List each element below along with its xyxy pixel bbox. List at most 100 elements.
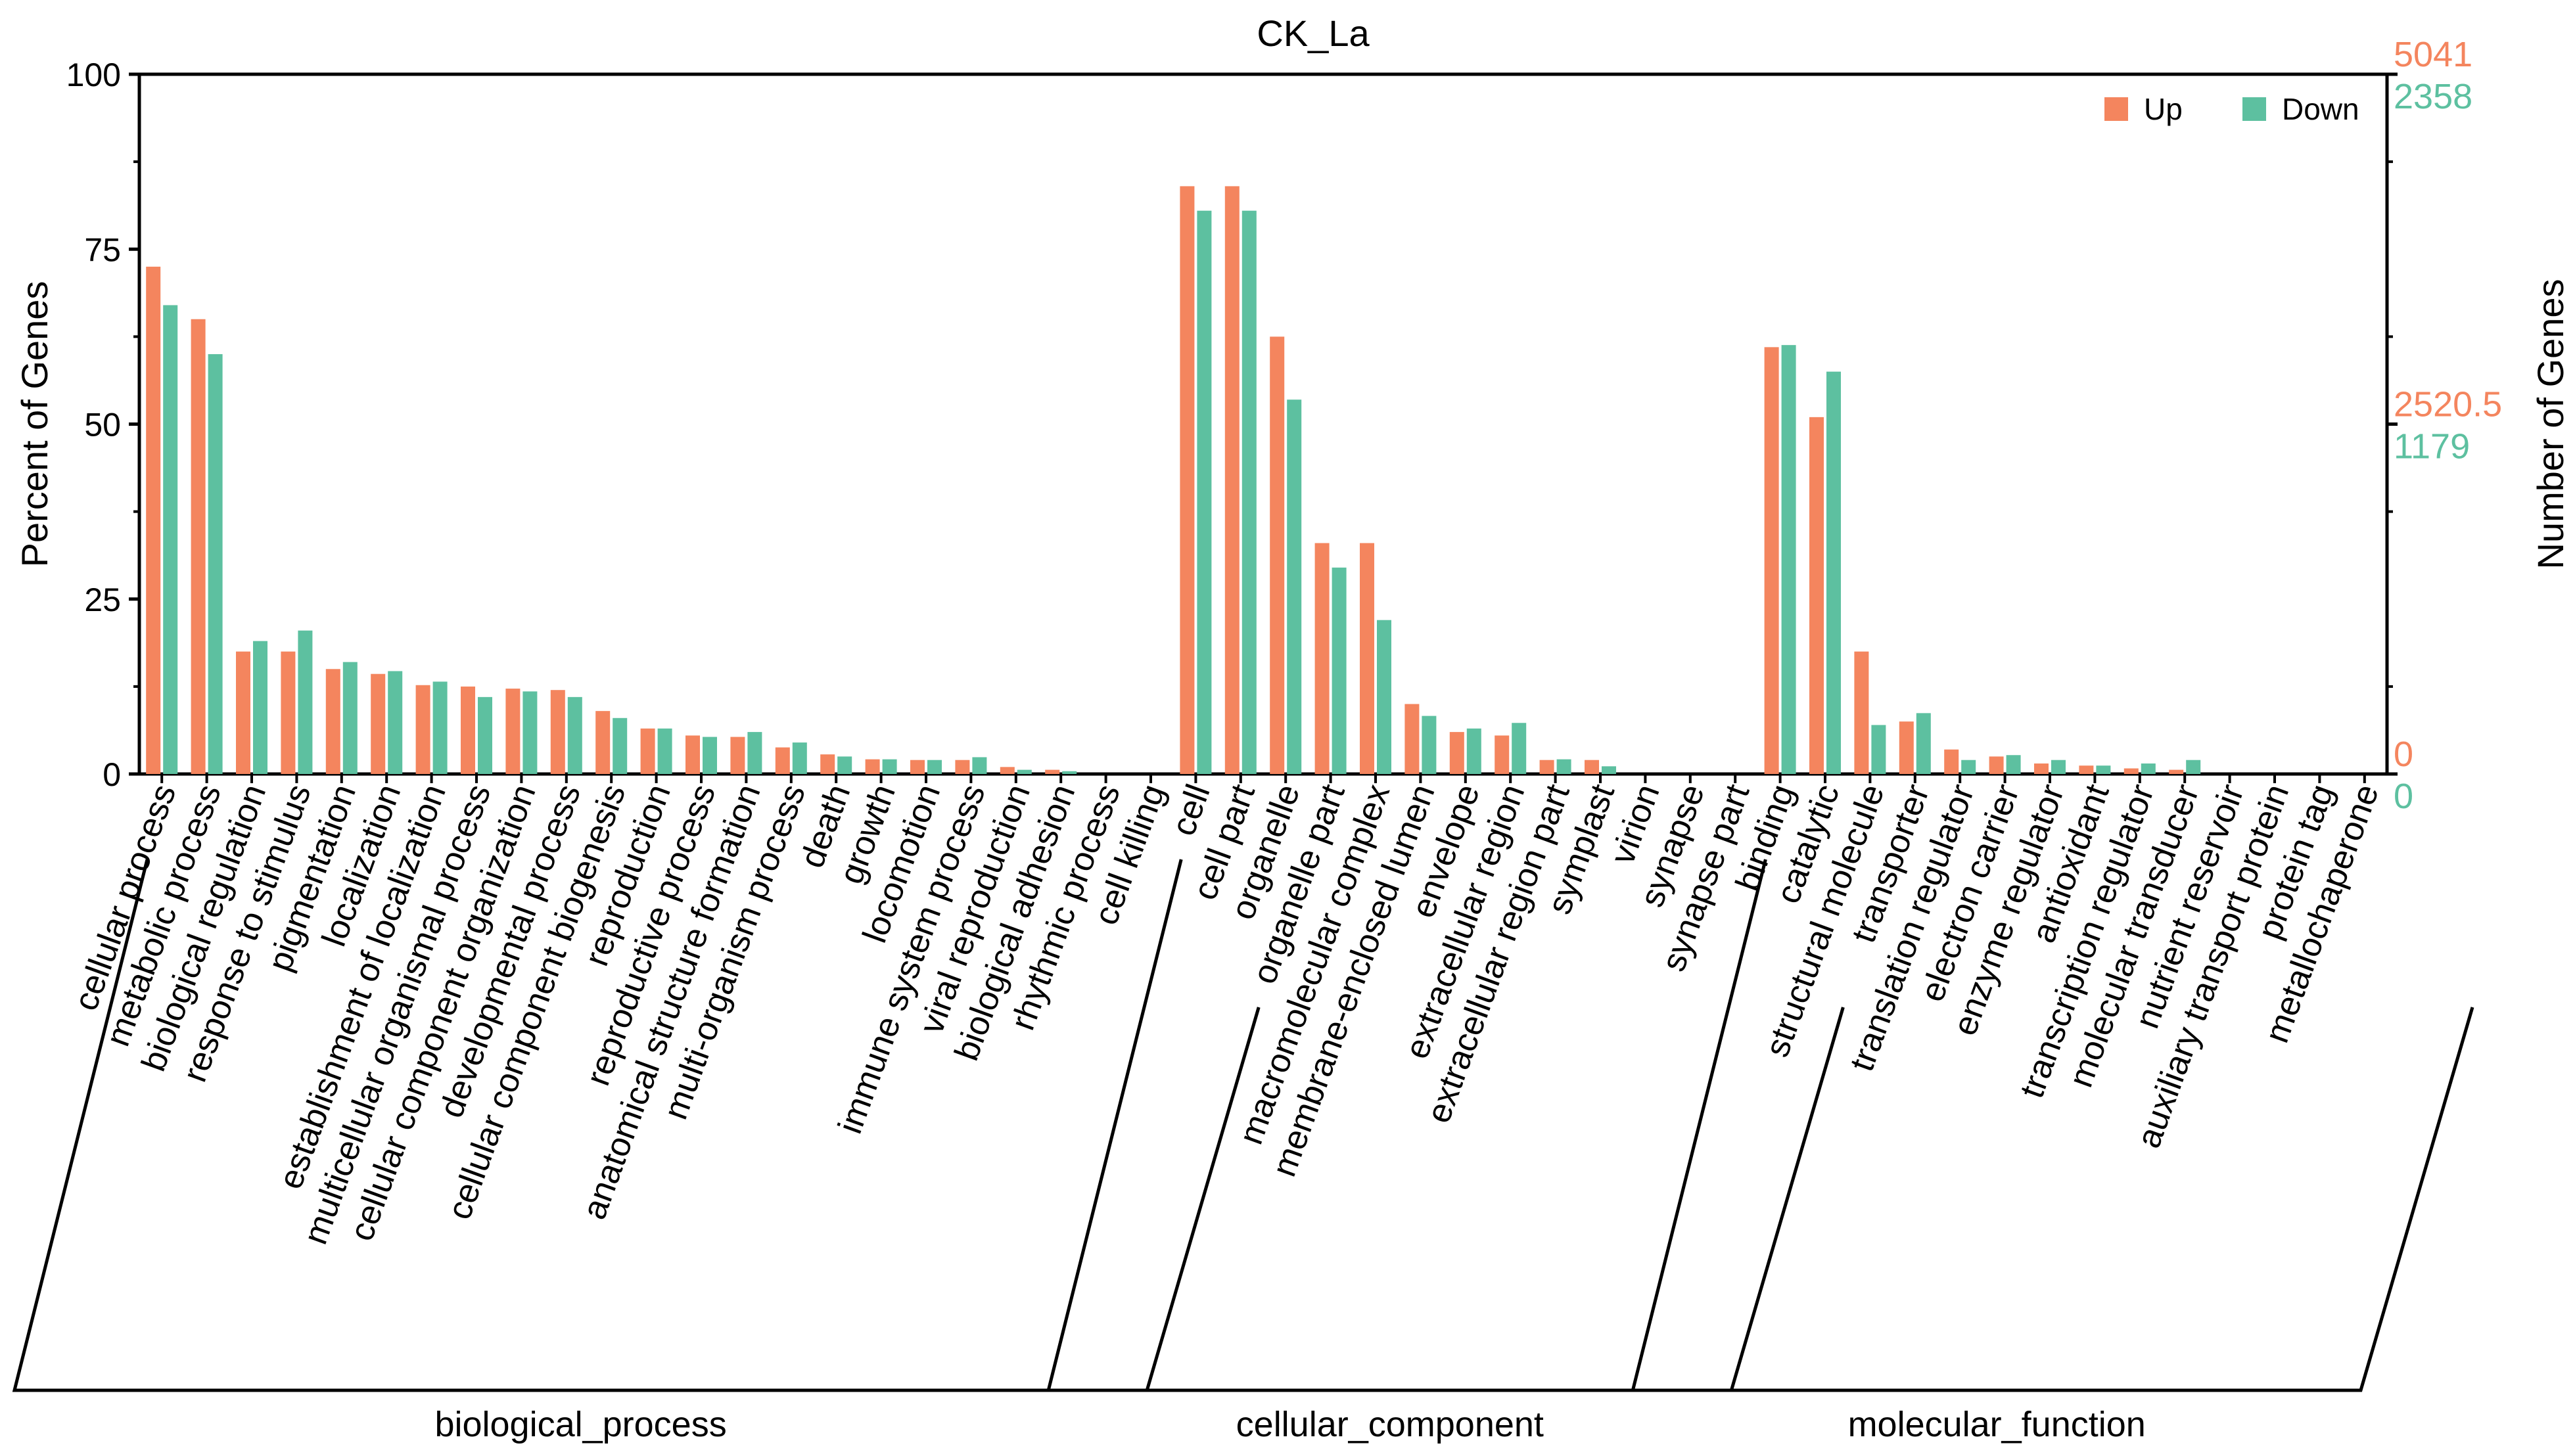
bar-up	[461, 686, 475, 774]
bar-down	[478, 696, 492, 774]
bar-up	[1854, 651, 1869, 774]
bar-up	[1180, 186, 1195, 774]
bar-down	[972, 757, 987, 774]
bar-up	[325, 669, 340, 774]
y-tick-label: 100	[66, 57, 121, 93]
bar-down	[567, 696, 582, 774]
bar-down	[1377, 620, 1391, 774]
legend-up-label: Up	[2144, 92, 2183, 126]
bar-down	[1241, 210, 1257, 774]
group-bracket	[1631, 859, 2474, 1392]
bar-up	[191, 319, 206, 774]
bars	[146, 186, 2201, 774]
bar-up	[146, 266, 161, 774]
bar-down	[657, 728, 672, 774]
bar-down	[253, 641, 267, 774]
bar-down	[837, 756, 852, 774]
group-label: biological_process	[434, 1405, 726, 1444]
bar-down	[1781, 345, 1796, 774]
bar-down	[2186, 760, 2201, 774]
bar-down	[1332, 567, 1347, 774]
bar-up	[1360, 543, 1374, 774]
y-tick-label: 25	[84, 581, 121, 618]
chart-title: CK_La	[1257, 12, 1370, 54]
bar-down	[163, 305, 178, 774]
bar-down	[613, 717, 628, 774]
bar-up	[2123, 768, 2139, 774]
bar-up	[1314, 543, 1330, 774]
y-tick-label: 0	[103, 756, 121, 793]
bar-down	[342, 662, 358, 774]
bar-up	[550, 690, 565, 774]
bar-up	[1989, 756, 2004, 774]
y2-up-label: 0	[2394, 735, 2413, 774]
bar-up	[2169, 769, 2184, 774]
bar-down	[1422, 716, 1437, 774]
bar-up	[281, 651, 296, 774]
bar-down	[298, 630, 313, 774]
bar-up	[505, 689, 521, 774]
legend-down-label: Down	[2282, 92, 2359, 126]
bar-up	[1270, 336, 1285, 774]
bar-down	[1826, 371, 1841, 774]
bar-up	[236, 651, 250, 774]
bar-up	[1809, 417, 1824, 774]
bar-up	[955, 760, 970, 774]
y2-down-label: 2358	[2394, 77, 2472, 116]
category-groups: biological_process cellular_component mole…	[12, 859, 2474, 1444]
bar-down	[1871, 725, 1886, 774]
bar-up	[2079, 765, 2094, 774]
group-label: cellular_component	[1236, 1405, 1544, 1444]
bar-down	[388, 671, 403, 774]
bar-down	[2006, 755, 2021, 774]
y-axis-title: Percent of Genes	[14, 281, 55, 568]
bar-down	[1916, 713, 1931, 774]
bar-up	[730, 737, 745, 774]
legend: Up Down	[2104, 92, 2359, 126]
bar-down	[1287, 399, 1302, 774]
group-label: molecular_function	[1848, 1405, 2146, 1444]
bar-down	[208, 354, 223, 774]
bar-up	[685, 735, 700, 774]
group-bracket	[12, 859, 1261, 1392]
bar-up	[371, 673, 386, 774]
bar-up	[2034, 763, 2049, 774]
bar-down	[2096, 765, 2111, 774]
legend-down-swatch	[2242, 97, 2266, 121]
bar-down	[1062, 771, 1077, 774]
bar-up	[595, 711, 611, 774]
bar-up	[820, 754, 835, 774]
bar-up	[1764, 347, 1779, 774]
legend-up-swatch	[2104, 97, 2128, 121]
bar-up	[775, 747, 790, 774]
y2-down-label: 0	[2394, 777, 2413, 816]
bar-up	[415, 685, 430, 774]
bar-down	[2051, 760, 2066, 774]
bar-down	[1017, 769, 1032, 774]
bar-down	[1602, 766, 1616, 774]
bar-down	[882, 759, 897, 774]
bar-up	[1899, 721, 1914, 774]
bar-up	[910, 760, 925, 774]
bar-down	[1197, 210, 1212, 774]
bar-down	[432, 681, 448, 774]
bar-up	[1449, 732, 1464, 774]
y-tick-label: 75	[84, 231, 121, 268]
bar-up	[1224, 186, 1240, 774]
bar-down	[792, 742, 807, 774]
bar-down	[747, 732, 762, 774]
y2-axis-title: Number of Genes	[2530, 279, 2571, 570]
y2-up-label: 2520.5	[2394, 385, 2502, 424]
bar-up	[1539, 760, 1554, 774]
bar-down	[703, 737, 717, 774]
bar-up	[1000, 767, 1015, 774]
bar-down	[2141, 763, 2156, 774]
bar-up	[640, 728, 655, 774]
bar-up	[1404, 704, 1420, 774]
bar-up	[1495, 735, 1510, 774]
y2-up-label: 5041	[2394, 35, 2472, 74]
bar-down	[522, 691, 538, 774]
y2-down-label: 1179	[2394, 427, 2470, 466]
